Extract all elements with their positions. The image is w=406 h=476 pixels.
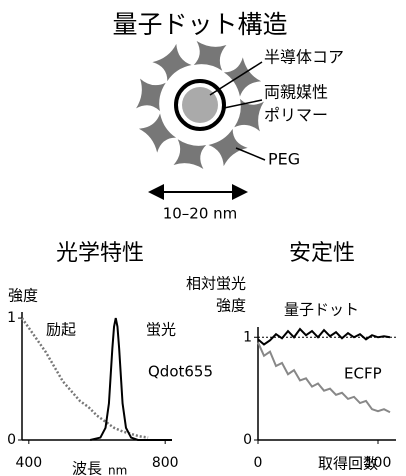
size-label: 10–20 nm: [163, 205, 238, 223]
y-tick-label: 0: [7, 432, 16, 448]
chart-title: 安定性: [289, 241, 355, 266]
core: [182, 87, 218, 123]
y-tick-label: 1: [243, 329, 252, 345]
peg-blob: [208, 128, 248, 167]
peg-label: PEG: [268, 150, 300, 169]
x-axis-label: 波長: [72, 460, 102, 476]
y-axis-label: 強度: [8, 287, 38, 305]
y-tick-label: 1: [7, 310, 16, 326]
x-tick-label: 800: [152, 455, 179, 471]
y-tick-label: 0: [243, 432, 252, 448]
peg-blob: [173, 139, 209, 171]
series-line: [258, 329, 390, 344]
peg-blob: [138, 113, 177, 153]
pointer: [236, 148, 265, 160]
figure: 量子ドット構造 半導体コア 両親媒性 ポリマー PEG 10–20 nm 光学特…: [0, 0, 406, 476]
x-tick-label: 0: [254, 455, 263, 471]
polymer-label: ポリマー: [264, 106, 328, 125]
x-tick-label: 100: [365, 455, 392, 471]
y-axis-label: 強度: [216, 297, 246, 315]
x-tick-label: 400: [15, 455, 42, 471]
series-label: 蛍光: [146, 321, 176, 339]
peg-blob: [134, 78, 166, 114]
title: 量子ドット構造: [112, 10, 287, 39]
peg-blob: [151, 43, 191, 82]
peg-blob: [192, 39, 228, 71]
series-label: ECFP: [344, 365, 382, 383]
chart-title: 光学特性: [56, 241, 144, 266]
annotation: Qdot655: [148, 363, 213, 381]
x-axis-label: nm: [108, 464, 127, 476]
series-label: 励起: [46, 321, 76, 339]
series-label: 量子ドット: [284, 301, 359, 319]
peg-blob: [223, 56, 262, 96]
series-line: [22, 318, 148, 437]
core-label: 半導体コア: [264, 48, 344, 67]
y-axis-label: 相対蛍光: [186, 275, 246, 293]
polymer-label: 両親媒性: [264, 83, 328, 102]
